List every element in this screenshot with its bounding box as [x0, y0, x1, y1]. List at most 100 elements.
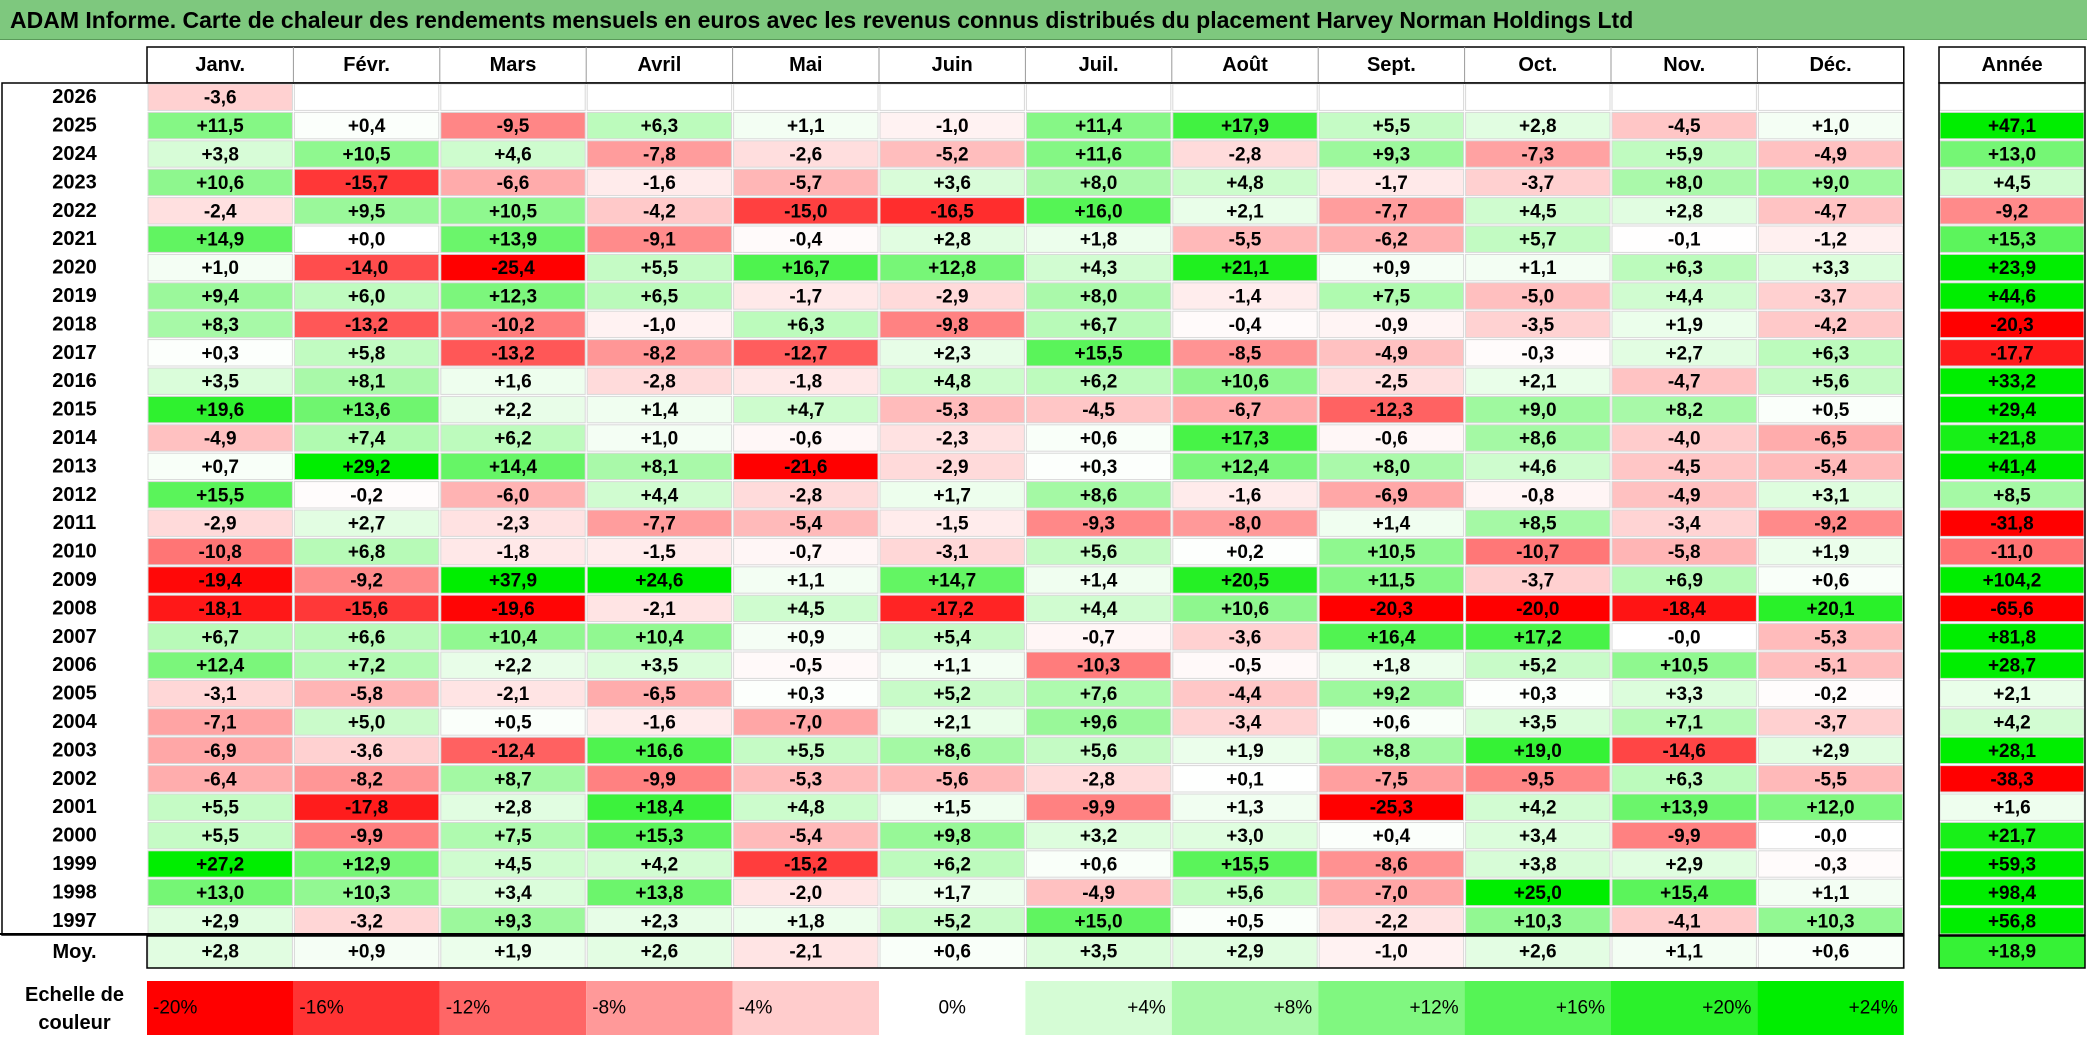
cell-value: +7,6 [1080, 684, 1118, 705]
cell-value: +17,3 [1221, 429, 1269, 450]
annual-cell [1939, 878, 2085, 907]
heatmap-cell [440, 452, 586, 481]
average-value: -1,0 [1375, 942, 1408, 963]
heatmap-cell [1465, 850, 1611, 878]
annual-cell [1939, 566, 2085, 594]
cell-value: +5,6 [1226, 883, 1264, 904]
cell-value: +8,7 [494, 769, 532, 790]
cell-value: +5,2 [933, 911, 971, 932]
average-value: +2,6 [641, 942, 679, 963]
cell-value: +7,1 [1665, 713, 1703, 734]
cell-value: +29,2 [343, 457, 391, 478]
heatmap-cell [147, 452, 293, 481]
heatmap-cell [1611, 339, 1757, 367]
cell-value: +2,1 [933, 713, 971, 734]
annual-value: +1,6 [1993, 798, 2031, 819]
heatmap-cell [440, 765, 586, 793]
heatmap-cell [440, 537, 586, 566]
heatmap-cell [733, 793, 879, 821]
heatmap-cell [147, 140, 293, 168]
heatmap-cell [879, 509, 1025, 537]
heatmap-cell [586, 623, 733, 651]
annual-cell [1939, 651, 2085, 679]
cell-value: +0,4 [1373, 826, 1411, 847]
heatmap-cell [879, 651, 1025, 679]
cell-value: -9,9 [643, 769, 676, 790]
average-cell [1757, 935, 1904, 969]
cell-value: -1,7 [1375, 173, 1408, 194]
cell-value: +5,8 [348, 343, 386, 364]
cell-value: -4,2 [1814, 315, 1847, 336]
annual-cell [1939, 282, 2085, 310]
heatmap-cell [440, 481, 586, 509]
heatmap-cell [1025, 623, 1172, 651]
heatmap-cell [733, 140, 879, 168]
cell-value: +0,3 [201, 343, 239, 364]
annual-cell [1939, 140, 2085, 168]
heatmap-cell [1025, 509, 1172, 537]
cell-value: -12,4 [491, 741, 535, 762]
annual-cell [1939, 481, 2085, 509]
heatmap-cell [1172, 310, 1318, 339]
cell-value: +8,6 [1080, 485, 1118, 506]
heatmap-cell [147, 168, 293, 197]
cell-value: -5,6 [936, 769, 969, 790]
cell-value: -1,0 [936, 116, 969, 137]
heatmap-cell [440, 424, 586, 452]
cell-value: -5,8 [1668, 542, 1701, 563]
heatmap-cell [147, 282, 293, 310]
heatmap-cell [147, 623, 293, 651]
heatmap-cell [1172, 651, 1318, 679]
annual-value: +56,8 [1988, 911, 2036, 932]
cell-value: +15,5 [1075, 343, 1124, 364]
heatmap-cell [1318, 83, 1465, 111]
cell-value: +8,8 [1373, 741, 1411, 762]
cell-value: -13,2 [491, 343, 534, 364]
cell-value: -6,7 [1229, 400, 1262, 421]
heatmap-cell [293, 537, 440, 566]
heatmap-cell [440, 253, 586, 282]
heatmap-cell [1318, 111, 1465, 140]
heatmap-cell [293, 736, 440, 765]
cell-value: +8,1 [348, 372, 386, 393]
heatmap-cell [440, 708, 586, 736]
heatmap-cell [1757, 537, 1904, 566]
cell-value: +13,6 [343, 400, 391, 421]
cell-value: +6,2 [933, 855, 971, 876]
cell-value: -8,0 [1229, 514, 1262, 535]
heatmap-cell [1172, 140, 1318, 168]
color-scale-swatch [1318, 981, 1465, 1035]
cell-value: +2,2 [494, 656, 532, 677]
cell-value: +1,9 [1665, 315, 1703, 336]
cell-value: -7,3 [1521, 145, 1554, 166]
cell-value: -19,6 [491, 599, 534, 620]
heatmap-cell [879, 424, 1025, 452]
cell-value: -7,5 [1375, 769, 1408, 790]
heatmap-cell [293, 253, 440, 282]
annual-value: +104,2 [1983, 571, 2042, 592]
color-scale-swatch [879, 981, 1026, 1035]
cell-value: -5,3 [789, 769, 822, 790]
color-scale-value: +16% [1556, 998, 1605, 1019]
year-label: 2016 [52, 370, 97, 392]
heatmap-cell [879, 907, 1025, 935]
cell-value: +10,5 [489, 201, 538, 222]
annual-cell [1939, 765, 2085, 793]
cell-value: -5,5 [1229, 230, 1262, 251]
cell-value: +6,3 [641, 116, 679, 137]
cell-value: +1,1 [1519, 258, 1557, 279]
heatmap-cell [1611, 282, 1757, 310]
heatmap-cell [879, 83, 1025, 111]
cell-value: -19,4 [199, 571, 243, 592]
heatmap-cell [1318, 623, 1465, 651]
cell-value: -2,0 [789, 883, 822, 904]
heatmap-cell [1318, 736, 1465, 765]
heatmap-cell [1611, 793, 1757, 821]
color-scale-label: Echelle de [25, 984, 124, 1006]
heatmap-cell [879, 793, 1025, 821]
cell-value: +0,4 [348, 116, 386, 137]
heatmap-cell [586, 310, 733, 339]
heatmap-cell [440, 225, 586, 253]
cell-value: +8,0 [1080, 173, 1118, 194]
heatmap-cell [293, 793, 440, 821]
